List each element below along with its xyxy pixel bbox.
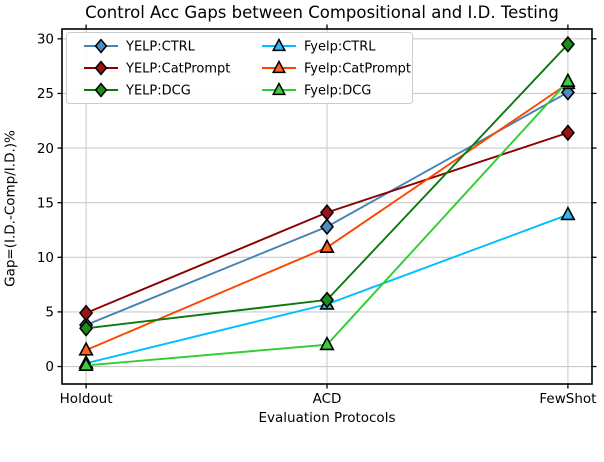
marker-Fyelp:DCG-FewShot — [560, 72, 576, 87]
legend-diamond-icon — [94, 60, 108, 76]
marker-YELP:DCG-FewShot — [560, 35, 575, 53]
chart-title: Control Acc Gaps between Compositional a… — [85, 3, 559, 22]
y-tick-label-10: 10 — [37, 250, 54, 266]
series-group — [78, 35, 576, 371]
marker-Fyelp:CatPrompt-ACD — [319, 238, 335, 253]
marker-Fyelp:DCG-Holdout — [78, 356, 94, 371]
marker-YELP:CatPrompt-FewShot — [560, 124, 575, 142]
y-tick-label-30: 30 — [37, 32, 54, 48]
x-tick-label-ACD: ACD — [313, 391, 342, 407]
legend-triangle-icon — [271, 59, 287, 74]
marker-YELP:CatPrompt-ACD — [319, 204, 335, 221]
x-tick-label-Holdout: Holdout — [60, 391, 113, 407]
legend-item-YELP:DCG: YELP:DCG — [84, 82, 191, 99]
marker-Fyelp:CTRL-FewShot — [560, 205, 576, 221]
marker-YELP:CTRL-ACD — [319, 218, 335, 236]
marker-Fyelp:CatPrompt-Holdout — [78, 341, 94, 356]
series-Fyelp:DCG — [78, 72, 576, 371]
y-tick-label-25: 25 — [37, 86, 54, 102]
marker-YELP:DCG-ACD — [319, 291, 335, 309]
series-YELP:DCG — [79, 35, 575, 337]
legend-box — [66, 32, 413, 104]
legend-label: Fyelp:DCG — [304, 84, 371, 99]
legend-label: YELP:DCG — [125, 84, 191, 99]
legend-item-Fyelp:CTRL: Fyelp:CTRL — [262, 37, 376, 55]
legend-item-Fyelp:CatPrompt: Fyelp:CatPrompt — [262, 59, 411, 77]
marker-Fyelp:DCG-ACD — [319, 335, 335, 351]
legend-triangle-icon — [271, 37, 287, 52]
legend-item-YELP:CatPrompt: YELP:CatPrompt — [84, 60, 230, 77]
marker-YELP:DCG-Holdout — [79, 319, 94, 337]
x-axis-label: Evaluation Protocols — [258, 410, 396, 426]
ticks: 0 5 10 15 20 25 30 Holdout ACD FewShot — [37, 24, 597, 407]
y-tick-label-5: 5 — [45, 305, 54, 321]
legend-item-YELP:CTRL: YELP:CTRL — [84, 38, 196, 55]
y-tick-label-20: 20 — [37, 141, 54, 157]
legend-label: YELP:CTRL — [125, 40, 196, 55]
legend-label: Fyelp:CTRL — [304, 40, 376, 55]
legend: YELP:CTRL YELP:CatPrompt YELP:DCG Fyelp:CTR… — [66, 32, 413, 104]
legend-triangle-icon — [271, 81, 287, 96]
x-tick-label-FewShot: FewShot — [539, 391, 596, 407]
y-tick-label-15: 15 — [37, 195, 54, 211]
legend-label: Fyelp:CatPrompt — [304, 62, 411, 77]
y-tick-label-0: 0 — [45, 359, 54, 375]
legend-label: YELP:CatPrompt — [125, 62, 230, 77]
legend-item-Fyelp:DCG: Fyelp:DCG — [262, 81, 371, 99]
series-YELP:CatPrompt — [79, 124, 575, 322]
legend-diamond-icon — [94, 82, 108, 98]
marker-YELP:CatPrompt-Holdout — [79, 304, 94, 322]
legend-diamond-icon — [94, 38, 108, 54]
